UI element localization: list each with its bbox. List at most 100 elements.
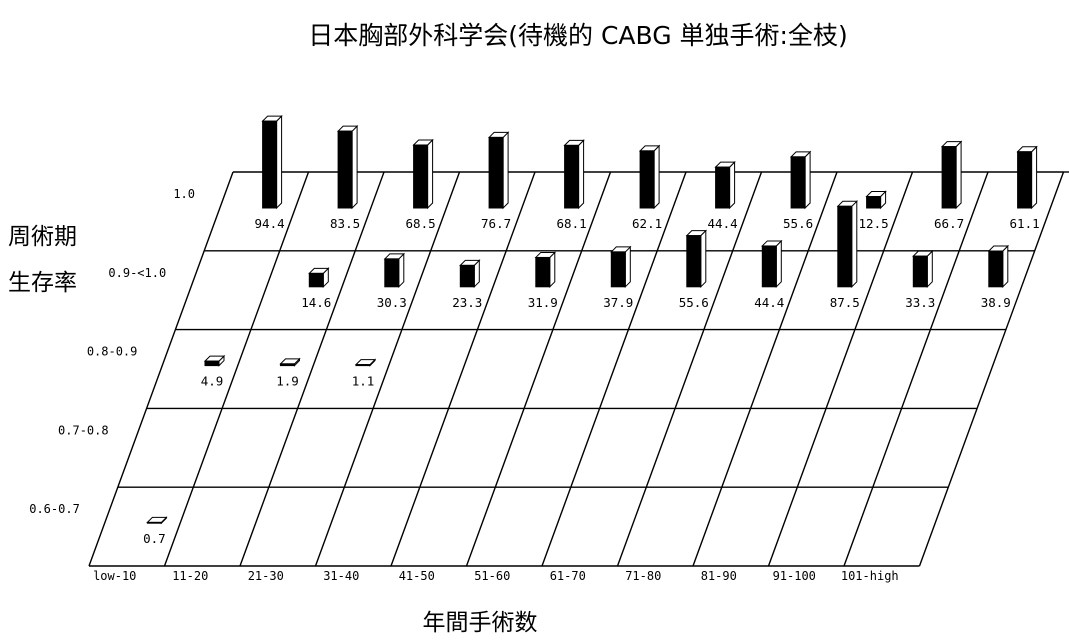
bar <box>987 244 1010 289</box>
bar-front <box>413 144 429 209</box>
bar-side <box>775 239 782 289</box>
grid-col-line <box>390 171 536 567</box>
bar-value-label: 23.3 <box>452 295 482 310</box>
bar-value-label: 44.4 <box>754 295 784 310</box>
bar-front <box>146 521 162 524</box>
bar <box>146 516 168 525</box>
row-label: 0.9-<1.0 <box>108 266 166 280</box>
chart-title: 日本胸部外科学会(待機的 CABG 単独手術:全枝) <box>308 21 847 50</box>
bar-front <box>610 251 626 288</box>
bar-side <box>351 124 358 210</box>
grid-col-line <box>918 171 1065 567</box>
grid-col-line <box>314 171 461 567</box>
bar <box>836 200 859 289</box>
category-label: 11-20 <box>172 569 208 583</box>
bar-side <box>427 138 434 210</box>
category-label: 31-40 <box>323 569 359 583</box>
bar <box>610 245 632 289</box>
bar <box>279 357 301 367</box>
floor-grid <box>88 171 1069 567</box>
bar-value-label: 37.9 <box>603 295 633 310</box>
bar-value-label: 83.5 <box>330 216 360 231</box>
bar-value-label: 12.5 <box>859 216 889 231</box>
bar <box>459 259 481 289</box>
bar-value-label: 33.3 <box>905 295 935 310</box>
value-labels: 94.4 83.5 68.5 76.7 68.1 62.1 44.4 55.6 12.5 66.7… <box>143 216 1040 546</box>
y-axis-label-line-1: 周術期 <box>8 224 77 250</box>
grid-col-line <box>692 171 838 567</box>
bar <box>638 144 661 210</box>
bar-side <box>549 251 556 289</box>
category-labels: low-10 11-20 21-30 31-40 41-50 51-60 61-70 71-8… <box>93 569 899 583</box>
bar-front <box>204 360 220 367</box>
bar-side <box>955 140 962 210</box>
bar-front <box>564 144 580 209</box>
row-label: 1.0 <box>173 187 195 201</box>
bar-value-label: 1.9 <box>276 374 299 389</box>
bar-front <box>715 166 731 209</box>
x-axis-label: 年間手術数 <box>423 610 538 636</box>
category-label: 41-50 <box>399 569 435 583</box>
bar <box>336 124 359 210</box>
bar <box>865 190 887 210</box>
bar-side <box>700 229 707 289</box>
bar-front <box>866 196 882 209</box>
bar-value-label: 30.3 <box>377 295 407 310</box>
bar-value-label: 61.1 <box>1010 216 1040 231</box>
bar-value-label: 1.1 <box>352 374 375 389</box>
category-label: 81-90 <box>701 569 737 583</box>
bar-value-label: 94.4 <box>255 216 285 231</box>
bar-front <box>355 364 371 367</box>
bar-front <box>308 272 324 288</box>
bar-value-label: 31.9 <box>528 295 558 310</box>
bar-front <box>837 205 853 288</box>
category-label: 101-high <box>841 569 899 583</box>
bar-side <box>1002 244 1009 289</box>
bars <box>146 114 1038 525</box>
bar-value-label: 68.1 <box>557 216 587 231</box>
bar-value-label: 14.6 <box>301 295 331 310</box>
bar-front <box>761 245 777 288</box>
bar-front <box>941 146 957 209</box>
bar-front <box>790 156 806 209</box>
bar-side <box>926 249 933 289</box>
bar <box>261 114 283 210</box>
bar-side <box>851 200 858 289</box>
bar-front <box>459 264 475 288</box>
category-label: 71-80 <box>625 569 661 583</box>
grid-col-line <box>239 171 385 567</box>
grid-col-line <box>767 171 914 567</box>
bar-front <box>337 130 353 209</box>
bar-value-label: 62.1 <box>632 216 662 231</box>
bar <box>203 354 226 367</box>
category-label: 51-60 <box>474 569 510 583</box>
row-label: 0.7-0.8 <box>58 423 109 437</box>
bar-front <box>488 136 504 209</box>
bar <box>940 140 963 210</box>
grid-col-line <box>843 171 989 567</box>
grid-col-line <box>541 171 687 567</box>
bar-value-label: 55.6 <box>679 295 709 310</box>
bar <box>308 267 330 289</box>
bar-value-label: 4.9 <box>201 374 224 389</box>
category-label: low-10 <box>93 569 136 583</box>
bar-value-label: 0.7 <box>143 531 166 546</box>
bar <box>354 358 377 367</box>
bar-front <box>535 256 551 288</box>
bar-side <box>1031 145 1038 210</box>
category-label: 91-100 <box>773 569 816 583</box>
bar-front <box>384 258 400 288</box>
bar-value-label: 44.4 <box>708 216 738 231</box>
bar <box>761 239 783 289</box>
bar-side <box>624 245 631 289</box>
row-label: 0.8-0.9 <box>87 345 138 359</box>
bar <box>685 229 708 289</box>
grid-col-line <box>465 171 612 567</box>
row-label: 0.6-0.7 <box>29 502 80 516</box>
bar <box>714 160 736 210</box>
bar-front <box>1017 151 1033 209</box>
bar-front <box>279 363 295 367</box>
bar <box>912 249 934 289</box>
bar-value-label: 55.6 <box>783 216 813 231</box>
